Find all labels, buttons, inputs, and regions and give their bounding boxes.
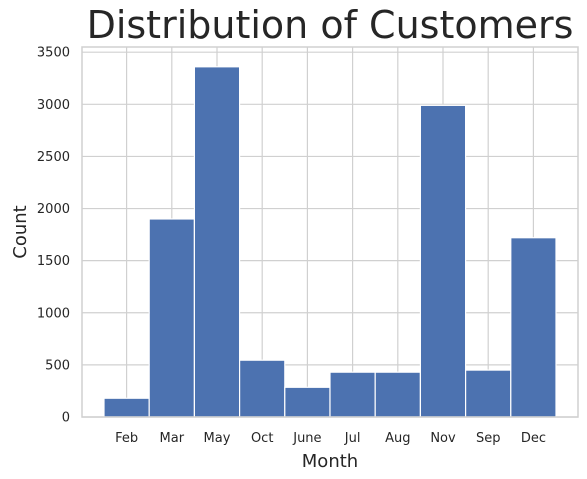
bar-june	[284, 386, 331, 418]
y-axis-label: Count	[10, 205, 31, 258]
y-tick-label: 1000	[37, 306, 70, 321]
bar-feb	[103, 397, 150, 418]
x-tick-labels: Feb Mar May Oct June Jul Aug Nov Sep Dec	[115, 431, 546, 446]
x-tick-label: Feb	[115, 431, 138, 446]
bar-aug	[374, 371, 422, 418]
bars	[103, 66, 557, 418]
y-tick-labels: 0 500 1000 1500 2000 2500 3000 3500	[37, 46, 70, 426]
x-axis-label: Month	[302, 451, 358, 472]
x-tick-label: Sep	[476, 431, 501, 446]
y-tick-label: 2500	[37, 150, 70, 165]
x-tick-label: Nov	[430, 431, 456, 446]
x-tick-label: June	[292, 431, 321, 446]
y-tick-label: 1500	[37, 254, 70, 269]
bar-oct	[239, 359, 286, 418]
bar-nov	[419, 104, 467, 418]
x-tick-label: Jul	[344, 431, 361, 446]
bar-sep	[465, 369, 512, 418]
y-tick-label: 2000	[37, 202, 70, 217]
y-tick-label: 3500	[37, 46, 70, 61]
y-tick-label: 3000	[37, 98, 70, 113]
x-tick-label: Mar	[160, 431, 185, 446]
plot-frame	[81, 46, 579, 418]
bar-dec	[510, 237, 557, 418]
x-tick-label: Aug	[385, 431, 410, 446]
bar-may	[193, 66, 241, 418]
chart-title: Distribution of Customers	[87, 3, 574, 47]
bar-jul	[329, 371, 376, 418]
x-tick-label: May	[204, 431, 231, 446]
y-tick-label: 500	[45, 358, 70, 373]
bar-mar	[148, 218, 195, 418]
x-tick-label: Oct	[251, 431, 273, 446]
y-tick-label: 0	[62, 411, 70, 426]
x-tick-label: Dec	[521, 431, 546, 446]
